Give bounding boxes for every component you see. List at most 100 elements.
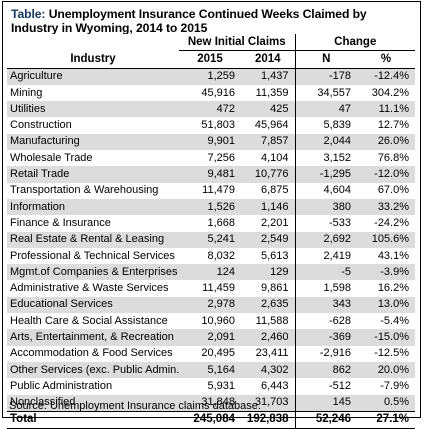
- total-change-pct: 27.1%: [357, 410, 416, 429]
- change-pct-cell: 16.2%: [377, 282, 410, 295]
- change-n-cell: 1,598: [294, 280, 357, 297]
- claims-2015-cell: 51,803: [201, 119, 235, 132]
- claims-2015-cell: 31,848: [179, 394, 241, 412]
- change-n-cell: -5: [294, 264, 357, 281]
- column-header-2015: 2015: [179, 50, 241, 69]
- claims-2014-cell: 7,857: [241, 133, 295, 151]
- industry-cell: Real Estate & Rental & Leasing: [7, 231, 179, 248]
- change-pct-cell: -15.0%: [357, 329, 416, 346]
- total-row: Total 245,084 192,838 52,246 27.1%: [7, 410, 416, 429]
- claims-2015-cell: 45,916: [201, 86, 235, 99]
- claims-2015-cell: 5,241: [179, 231, 241, 248]
- table-row: Manufacturing 9,901 7,857 2,044 26.0%: [7, 133, 416, 151]
- total-2015: 245,084: [179, 410, 241, 429]
- claims-2015-cell: 472: [179, 101, 241, 118]
- claims-2015-cell: 7,256: [207, 151, 235, 164]
- industry-cell: Professional & Technical Services: [10, 249, 175, 262]
- claims-2015-cell: 10,960: [201, 314, 235, 327]
- total-label: Total: [7, 410, 179, 429]
- table-row: Educational Services 2,978 2,635 343 13.0%: [7, 296, 416, 314]
- source-note: Source: Unemployment Insurance claims da…: [9, 400, 261, 412]
- industry-cell: Manufacturing: [7, 133, 179, 151]
- column-header-row: Industry 2015 2014 N %: [7, 50, 416, 69]
- change-pct-cell: -5.4%: [380, 314, 410, 327]
- change-n-cell: 862: [294, 361, 357, 379]
- table-title-label: Table:: [11, 7, 46, 21]
- table-row: Mgmt.of Companies & Enterprises 124 129 -5-…: [7, 264, 416, 281]
- change-n-cell: 4,604: [294, 182, 357, 199]
- claims-2014-cell: 6,443: [260, 379, 289, 392]
- change-pct-cell: -3.9%: [357, 264, 416, 281]
- claims-2015-cell: 2,978: [179, 296, 241, 314]
- claims-2014-cell: 129: [241, 264, 295, 281]
- claims-2015-cell: 11,459: [202, 282, 235, 295]
- table-row: Wholesale Trade 7,256 4,104 3,152 76.8%: [7, 150, 415, 167]
- change-n-cell: -1,295: [294, 166, 357, 183]
- claims-2014-cell: 11,359: [255, 86, 289, 99]
- change-n-cell: 3,152: [294, 150, 357, 167]
- group-header-row: New Initial Claims Change: [7, 34, 416, 52]
- table-title: Table: Unemployment Insurance Continued …: [11, 7, 416, 35]
- industry-cell: Health Care & Social Assistance: [10, 314, 168, 327]
- column-header-n: N: [294, 50, 357, 69]
- table-row: Professional & Technical Services 8,032 5,…: [7, 247, 415, 265]
- change-n-cell: -628: [294, 313, 357, 330]
- table-body: Agriculture 1,259 1,437 -178 -12.4% Mining 45,…: [7, 68, 416, 412]
- claims-2015-cell: 124: [179, 264, 241, 281]
- claims-2014-cell: 4,104: [260, 151, 289, 164]
- change-pct-cell: 20.0%: [357, 361, 416, 379]
- table-row: Administrative & Waste Services 11,459 9,8…: [7, 280, 415, 297]
- claims-2015-cell: 20,495: [201, 347, 235, 360]
- table-row: Real Estate & Rental & Leasing 5,241 2,549…: [7, 231, 416, 248]
- claims-2014-cell: 23,411: [255, 347, 289, 360]
- claims-2015-cell: 9,901: [179, 133, 241, 151]
- change-n-cell: 34,557: [294, 84, 357, 102]
- claims-2014-cell: 1,437: [241, 68, 295, 85]
- change-pct-cell: 105.6%: [357, 231, 416, 248]
- change-n-cell: 145: [294, 394, 357, 412]
- industry-cell: Construction: [10, 119, 72, 132]
- change-n-cell: 5,839: [294, 117, 357, 134]
- table-row: Health Care & Social Assistance 10,960 11,…: [7, 313, 415, 330]
- claims-2014-cell: 425: [241, 101, 295, 118]
- change-n-cell: 47: [294, 101, 357, 118]
- group-header-change: Change: [294, 34, 416, 52]
- change-pct-cell: 67.0%: [377, 184, 410, 197]
- change-n-cell: -2,916: [294, 345, 357, 362]
- change-pct-cell: 43.1%: [377, 249, 410, 262]
- industry-cell: Utilities: [7, 101, 179, 118]
- industry-cell: Public Administration: [10, 379, 113, 392]
- unemployment-claims-table: New Initial Claims Change Industry 2015 …: [7, 34, 416, 429]
- change-pct-cell: 12.7%: [377, 119, 410, 132]
- claims-2015-cell: 5,931: [207, 379, 235, 392]
- claims-2014-cell: 2,460: [241, 329, 295, 346]
- change-pct-cell: 304.2%: [371, 86, 410, 99]
- claims-2015-cell: 1,668: [207, 216, 235, 229]
- change-n-cell: 343: [294, 296, 357, 314]
- claims-2015-cell: 1,526: [179, 198, 241, 216]
- claims-2014-cell: 10,776: [241, 166, 295, 183]
- claims-2015-cell: 8,032: [207, 249, 235, 262]
- industry-cell: Other Services (exc. Public Admin.): [7, 361, 179, 379]
- claims-2014-cell: 2,549: [241, 231, 295, 248]
- claims-2014-cell: 1,146: [241, 198, 295, 216]
- change-pct-cell: 33.2%: [357, 198, 416, 216]
- table-row: Nonclassified 31,848 31,703 145 0.5%: [7, 394, 416, 412]
- change-n-cell: -533: [294, 215, 357, 232]
- industry-cell: Arts, Entertainment, & Recreation: [7, 329, 179, 346]
- change-pct-cell: 13.0%: [357, 296, 416, 314]
- claims-2014-cell: 45,964: [254, 119, 289, 132]
- table-row: Transportation & Warehousing 11,479 6,875 4…: [7, 182, 415, 199]
- change-n-cell: 2,692: [294, 231, 357, 248]
- group-header-claims: New Initial Claims: [179, 34, 295, 52]
- table-row: Agriculture 1,259 1,437 -178 -12.4%: [7, 68, 416, 85]
- change-n-cell: -178: [294, 68, 357, 85]
- total-2014: 192,838: [241, 410, 295, 429]
- change-pct-cell: -12.0%: [357, 166, 416, 183]
- claims-2015-cell: 9,481: [179, 166, 241, 183]
- column-header-industry: Industry: [7, 50, 179, 69]
- change-pct-cell: -12.5%: [374, 347, 410, 360]
- claims-2015-cell: 2,091: [179, 329, 241, 346]
- table-row: Retail Trade 9,481 10,776 -1,295 -12.0%: [7, 166, 416, 183]
- table-title-text: Unemployment Insurance Continued Weeks C…: [11, 7, 367, 35]
